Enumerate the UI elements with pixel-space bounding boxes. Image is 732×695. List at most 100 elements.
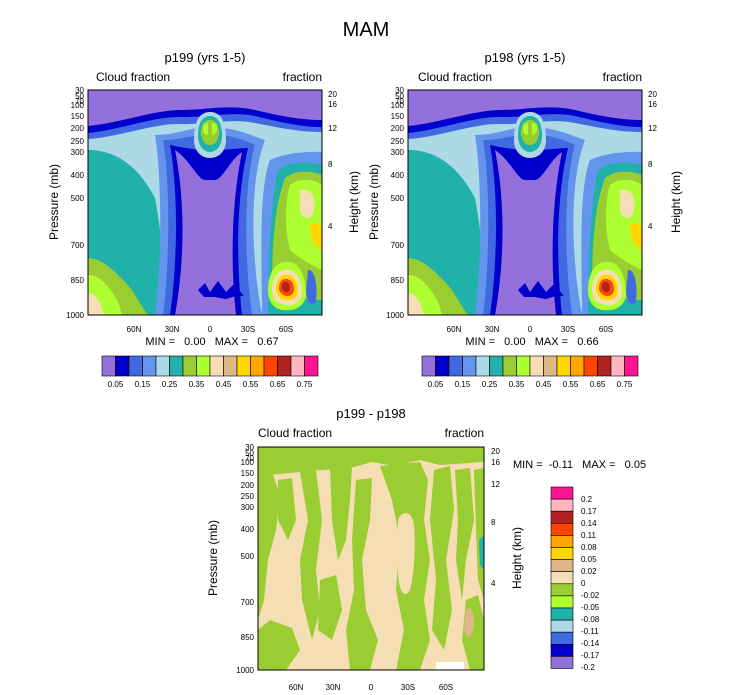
- right-label: fraction: [603, 70, 642, 84]
- contour-field: [408, 90, 642, 315]
- colorbar-swatch: [550, 631, 574, 645]
- pressure-tick: 500: [241, 552, 255, 561]
- pressure-tick: 50: [245, 449, 254, 458]
- colorbar-label: 0.08: [581, 543, 597, 552]
- height-tick: 8: [648, 160, 653, 169]
- colorbar-label: 0.25: [482, 380, 498, 389]
- latitude-tick: 0: [208, 325, 213, 334]
- colorbar-label: 0.14: [581, 519, 597, 528]
- colorbar-swatch: [223, 355, 238, 377]
- colorbar-label: -0.08: [581, 615, 600, 624]
- colorbar-swatch: [610, 355, 625, 377]
- colorbar-swatch: [550, 583, 574, 597]
- colorbar-label: 0.25: [162, 380, 178, 389]
- colorbar-label: 0.75: [617, 380, 633, 389]
- height-tick: 20: [648, 90, 657, 99]
- pressure-tick: 1000: [386, 311, 404, 320]
- right-label: fraction: [283, 70, 322, 84]
- colorbar-swatch: [550, 619, 574, 633]
- colorbar-label: 0.35: [509, 380, 525, 389]
- pressure-tick: 70: [245, 454, 254, 463]
- panel-difference: p199 - p198 Cloud fraction fraction Pres…: [206, 406, 646, 692]
- height-tick: 4: [328, 222, 333, 231]
- pressure-tick: 150: [391, 112, 405, 121]
- colorbar-label: -0.11: [581, 627, 599, 636]
- height-tick: 20: [328, 90, 337, 99]
- colorbar-swatch: [142, 355, 157, 377]
- pressure-tick: 1000: [66, 311, 84, 320]
- pressure-tick: 400: [241, 525, 255, 534]
- colorbar-swatch: [435, 355, 450, 377]
- pressure-tick: 850: [71, 276, 85, 285]
- pressure-tick: 700: [241, 598, 255, 607]
- plot-frame: [257, 446, 485, 671]
- colorbar-swatch: [304, 355, 319, 377]
- colorbar-label: -0.17: [581, 651, 600, 660]
- colorbar-swatch: [529, 355, 544, 377]
- pressure-tick: 200: [391, 124, 405, 133]
- contour-field: [258, 447, 484, 670]
- colorbar-label: -0.02: [581, 591, 600, 600]
- height-tick: 20: [491, 447, 500, 456]
- colorbar-label: 0.45: [216, 380, 232, 389]
- pressure-tick: 300: [71, 148, 85, 157]
- colorbar-label: 0.11: [581, 531, 597, 540]
- colorbar-swatch: [550, 571, 574, 585]
- colorbar-swatch: [550, 607, 574, 621]
- height-tick: 12: [491, 480, 500, 489]
- pressure-axis-label: Pressure (mb): [206, 520, 220, 596]
- height-tick: 16: [491, 458, 500, 467]
- colorbar-swatch: [475, 355, 490, 377]
- colorbar-swatch: [550, 498, 574, 512]
- height-tick: 16: [328, 100, 337, 109]
- height-axis-label: Height (km): [510, 527, 524, 589]
- colorbar-swatch: [128, 355, 143, 377]
- latitude-tick: 30N: [485, 325, 500, 334]
- pressure-tick: 150: [71, 112, 85, 121]
- latitude-tick: 60N: [447, 325, 462, 334]
- colorbar-swatch: [155, 355, 170, 377]
- height-tick: 4: [491, 579, 496, 588]
- page-title: MAM: [343, 19, 390, 41]
- colorbar-swatch: [115, 355, 130, 377]
- panel-p198: p198 (yrs 1-5) Cloud fraction fraction P…: [367, 50, 683, 389]
- colorbar-label: -0.2: [581, 663, 595, 672]
- min-max-stats: MIN = 0.00 MAX = 0.66: [465, 336, 598, 348]
- pressure-tick: 250: [391, 137, 405, 146]
- colorbar-swatch: [550, 510, 574, 524]
- colorbar-swatch: [196, 355, 211, 377]
- height-tick: 16: [648, 100, 657, 109]
- colorbar-swatch: [101, 355, 116, 377]
- colorbar-label: 0.02: [581, 567, 597, 576]
- colorbar-swatch: [169, 355, 184, 377]
- colorbar: 0.05 0.15 0.25 0.35 0.45 0.55 0.65 0.75: [421, 355, 639, 389]
- colorbar-swatch: [421, 355, 436, 377]
- colorbar-swatch: [550, 535, 574, 548]
- contour-field: [88, 90, 322, 315]
- panel-title: p199 - p198: [336, 406, 405, 421]
- latitude-tick: 60S: [599, 325, 613, 334]
- latitude-tick: 30N: [165, 325, 180, 334]
- height-tick: 8: [328, 160, 333, 169]
- colorbar-swatch: [543, 355, 558, 377]
- panel-title: p199 (yrs 1-5): [165, 50, 246, 65]
- colorbar-swatch: [550, 547, 574, 560]
- latitude-tick: 30S: [561, 325, 575, 334]
- pressure-tick: 500: [391, 194, 405, 203]
- height-tick: 12: [648, 124, 657, 133]
- colorbar-swatch: [502, 355, 517, 377]
- colorbar-label: 0.45: [536, 380, 552, 389]
- pressure-tick: 100: [391, 101, 405, 110]
- pressure-tick: 1000: [236, 666, 254, 675]
- left-label: Cloud fraction: [96, 70, 170, 84]
- colorbar-label: -0.14: [581, 639, 600, 648]
- min-max-stats: MIN = -0.11 MAX = 0.05: [513, 459, 646, 471]
- colorbar-swatch: [516, 355, 531, 377]
- height-tick: 4: [648, 222, 653, 231]
- colorbar-swatch: [263, 355, 278, 377]
- colorbar-swatch: [597, 355, 612, 377]
- pressure-tick: 200: [241, 481, 255, 490]
- colorbar-swatch: [290, 355, 305, 377]
- pressure-tick: 250: [241, 492, 255, 501]
- panel-p199: p199 (yrs 1-5) Cloud fraction fraction P…: [47, 50, 361, 389]
